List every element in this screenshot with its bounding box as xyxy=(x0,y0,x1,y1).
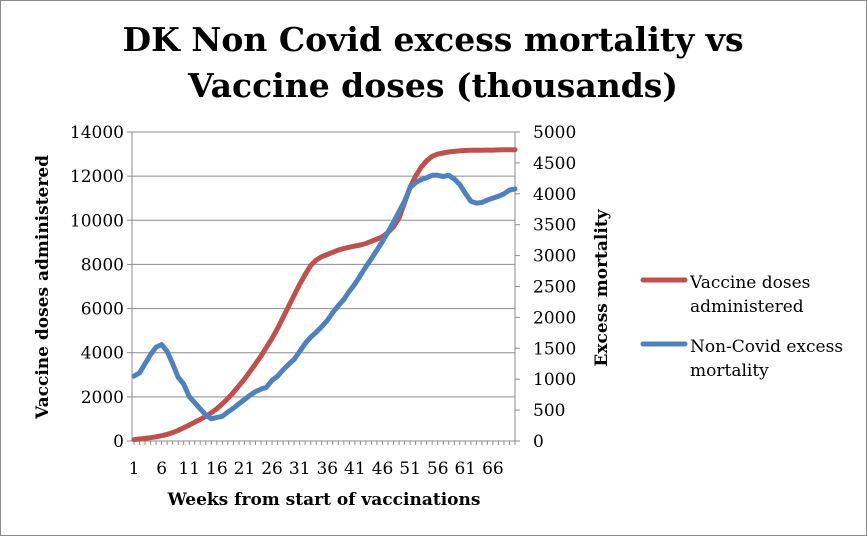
x-tick-label: 31 xyxy=(289,459,311,479)
y-right-tick-label: 0 xyxy=(533,432,544,452)
y-right-tick-label: 2000 xyxy=(533,308,576,328)
y-left-tick-labels: 0 2000 4000 6000 8000 10000 12000 14000 xyxy=(70,123,124,452)
y-right-tick-labels: 0 500 1000 1500 2000 2500 3000 3500 4000 4500 5000 xyxy=(533,123,576,452)
x-axis-title: Weeks from start of vaccinations xyxy=(167,490,481,510)
legend: Vaccine doses administered Non-Covid exces… xyxy=(640,273,843,381)
x-tick-label: 56 xyxy=(427,459,449,479)
x-tick-label: 51 xyxy=(399,459,421,479)
series-line-vaccine-doses xyxy=(131,147,518,443)
chart-title-line-2: Vaccine doses (thousands) xyxy=(187,66,678,105)
y-left-tick-label: 12000 xyxy=(70,167,124,187)
y-left-tick-label: 8000 xyxy=(81,255,124,275)
y-right-tick-label: 1500 xyxy=(533,339,576,359)
y-left-axis-title: Vaccine doses administered xyxy=(33,155,53,420)
x-tick-label: 21 xyxy=(234,459,256,479)
legend-label-vaccine-doses: Vaccine doses administered xyxy=(689,273,810,317)
series-line-non-covid-excess-mortality xyxy=(131,172,518,422)
x-tick-label: 66 xyxy=(482,459,504,479)
y-left-tick-label: 2000 xyxy=(81,388,124,408)
series-lines xyxy=(131,147,518,443)
y-right-tick-label: 1000 xyxy=(533,370,576,390)
x-tick-label: 6 xyxy=(156,459,167,479)
y-right-tick-label: 5000 xyxy=(533,123,576,143)
x-tick-label: 1 xyxy=(129,459,140,479)
x-tick-label: 11 xyxy=(178,459,200,479)
chart-title-line-1: DK Non Covid excess mortality vs xyxy=(122,20,743,59)
y-right-tick-label: 2500 xyxy=(533,278,576,298)
y-left-tick-label: 4000 xyxy=(81,344,124,364)
x-tick-label: 36 xyxy=(316,459,338,479)
y-left-tick-label: 0 xyxy=(113,432,124,452)
axes xyxy=(127,131,520,445)
y-right-tick-label: 4500 xyxy=(533,154,576,174)
y-left-tick-label: 10000 xyxy=(70,211,124,231)
y-right-tick-label: 3000 xyxy=(533,247,576,267)
y-right-tick-label: 4000 xyxy=(533,185,576,205)
y-right-axis-title: Excess mortality xyxy=(592,208,612,366)
y-right-tick-label: 500 xyxy=(533,401,565,421)
x-tick-label: 26 xyxy=(261,459,283,479)
legend-label-non-covid-excess-mortality: Non-Covid excess mortality xyxy=(690,337,843,381)
x-tick-label: 41 xyxy=(344,459,366,479)
gridlines xyxy=(132,131,515,442)
x-tick-label: 46 xyxy=(372,459,394,479)
chart-title: DK Non Covid excess mortality vs Vaccine… xyxy=(122,20,743,105)
x-tick-labels: 1 6 11 16 21 26 31 36 41 46 51 56 61 66 xyxy=(129,459,504,479)
y-left-tick-label: 6000 xyxy=(81,300,124,320)
x-tick-label: 61 xyxy=(454,459,476,479)
y-left-tick-label: 14000 xyxy=(70,123,124,143)
x-tick-label: 16 xyxy=(206,459,228,479)
y-right-tick-label: 3500 xyxy=(533,216,576,236)
